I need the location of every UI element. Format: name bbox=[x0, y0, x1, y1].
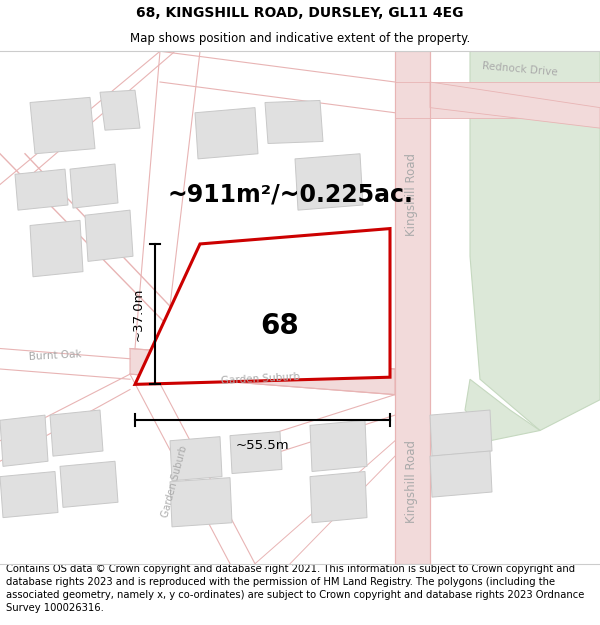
Polygon shape bbox=[395, 82, 600, 118]
Polygon shape bbox=[195, 107, 258, 159]
Polygon shape bbox=[225, 298, 332, 359]
Text: 68, KINGSHILL ROAD, DURSLEY, GL11 4EG: 68, KINGSHILL ROAD, DURSLEY, GL11 4EG bbox=[136, 6, 464, 20]
Polygon shape bbox=[465, 379, 540, 441]
Polygon shape bbox=[430, 82, 600, 128]
Polygon shape bbox=[170, 478, 232, 527]
Polygon shape bbox=[70, 164, 118, 208]
Polygon shape bbox=[0, 471, 58, 518]
Polygon shape bbox=[130, 349, 395, 394]
Polygon shape bbox=[265, 101, 323, 144]
Polygon shape bbox=[170, 437, 222, 481]
Text: ~55.5m: ~55.5m bbox=[236, 439, 289, 452]
Polygon shape bbox=[295, 154, 363, 210]
Text: Garden Suburb: Garden Suburb bbox=[220, 372, 300, 386]
Polygon shape bbox=[230, 431, 282, 474]
Polygon shape bbox=[310, 420, 367, 471]
Text: 68: 68 bbox=[260, 312, 299, 340]
Polygon shape bbox=[30, 98, 95, 154]
Text: Map shows position and indicative extent of the property.: Map shows position and indicative extent… bbox=[130, 32, 470, 45]
Text: ~911m²/~0.225ac.: ~911m²/~0.225ac. bbox=[167, 182, 413, 207]
Text: Kingshill Road: Kingshill Road bbox=[406, 153, 419, 236]
Polygon shape bbox=[100, 90, 140, 130]
Polygon shape bbox=[50, 410, 103, 456]
Polygon shape bbox=[395, 51, 430, 564]
Polygon shape bbox=[135, 229, 390, 384]
Text: Kingshill Road: Kingshill Road bbox=[406, 440, 419, 523]
Polygon shape bbox=[15, 169, 68, 210]
Polygon shape bbox=[30, 221, 83, 277]
Polygon shape bbox=[85, 210, 133, 261]
Polygon shape bbox=[470, 51, 600, 431]
Polygon shape bbox=[60, 461, 118, 508]
Text: ~37.0m: ~37.0m bbox=[132, 288, 145, 341]
Text: Garden Suburb: Garden Suburb bbox=[161, 445, 190, 519]
Text: Rednock Drive: Rednock Drive bbox=[482, 61, 558, 78]
Polygon shape bbox=[310, 471, 367, 522]
Text: Contains OS data © Crown copyright and database right 2021. This information is : Contains OS data © Crown copyright and d… bbox=[6, 564, 584, 613]
Polygon shape bbox=[0, 415, 48, 466]
Text: Burnt Oak: Burnt Oak bbox=[28, 349, 82, 362]
Polygon shape bbox=[430, 410, 492, 456]
Polygon shape bbox=[430, 451, 492, 497]
